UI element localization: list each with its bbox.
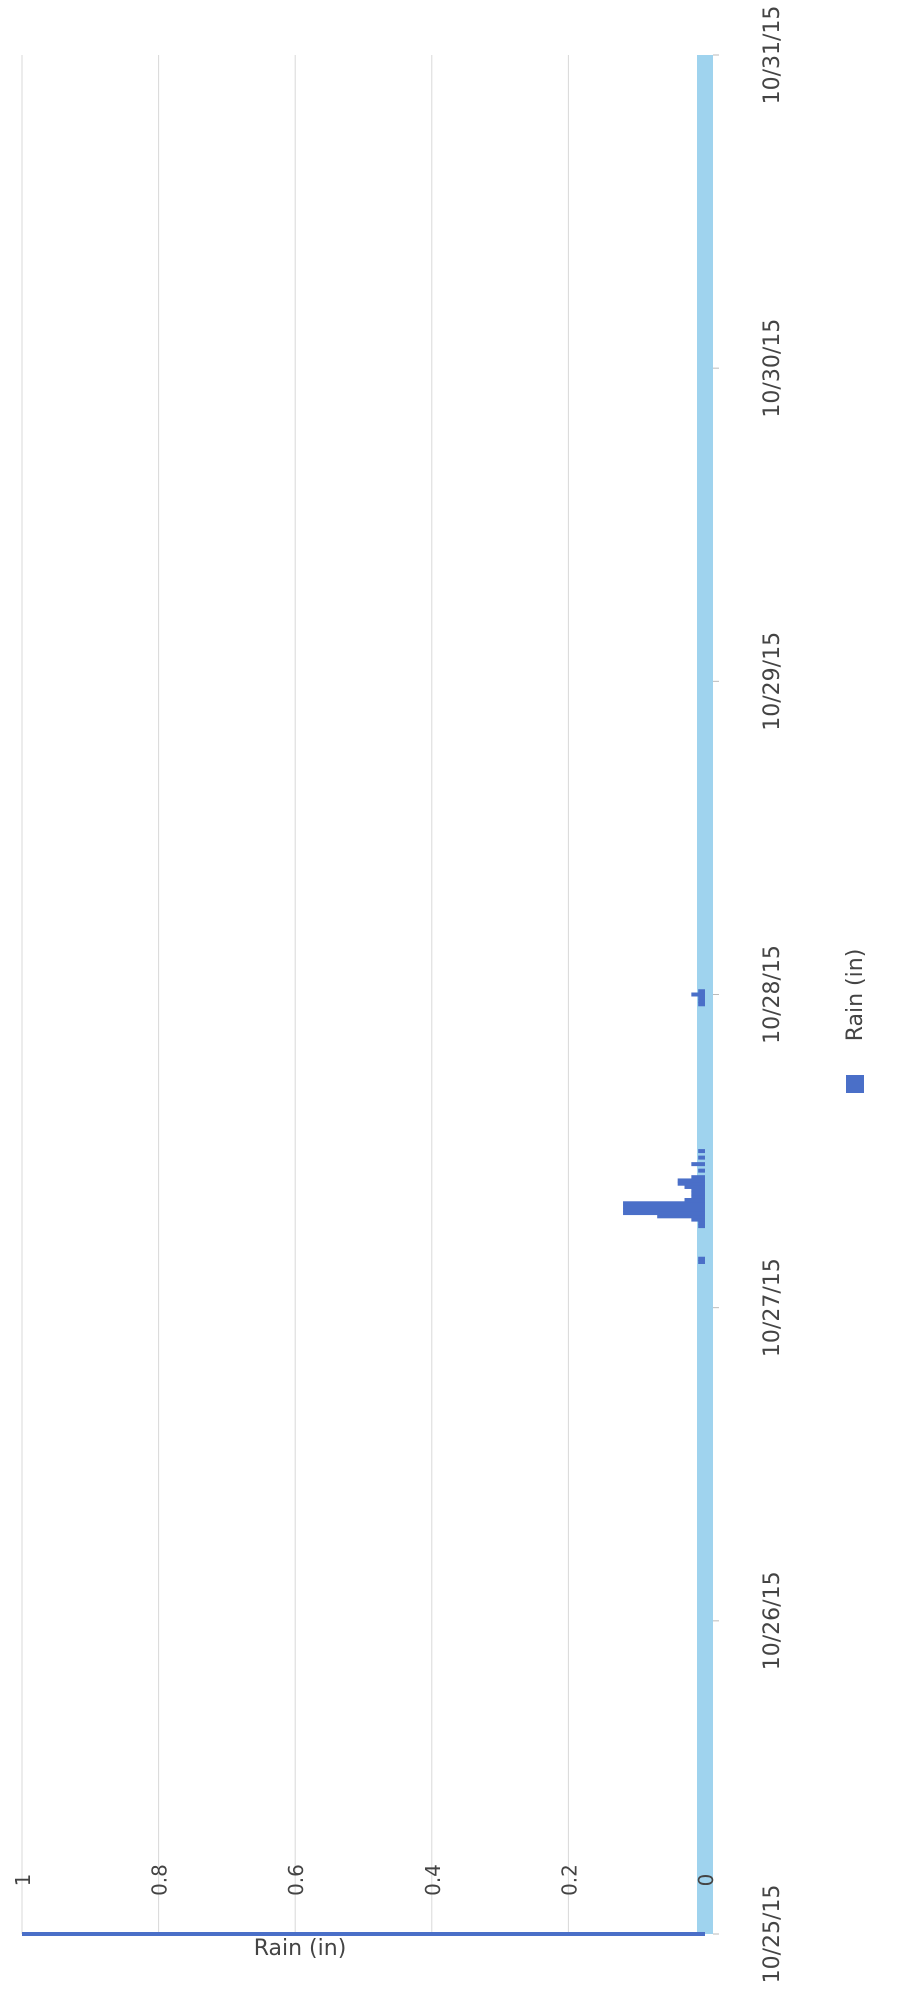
bar <box>698 995 705 1000</box>
bar <box>691 1162 705 1167</box>
bar <box>698 1256 705 1261</box>
bar <box>698 989 705 994</box>
bar <box>691 1194 705 1199</box>
bar <box>22 1932 705 1936</box>
y-tick-label: 0 <box>694 1874 718 1887</box>
y-axis-label: Rain (in) <box>254 1936 347 1961</box>
y-tick-label: 0.2 <box>557 1864 581 1896</box>
bar <box>698 1149 705 1154</box>
x-tick-label: 10/26/15 <box>760 1571 785 1670</box>
legend-swatch <box>846 1075 864 1093</box>
bar <box>698 999 705 1004</box>
legend-label: Rain (in) <box>843 949 868 1042</box>
bar <box>691 1217 705 1222</box>
bar <box>698 1220 705 1225</box>
bar <box>698 1155 705 1160</box>
bar <box>698 1168 705 1173</box>
y-tick-label: 1 <box>11 1874 35 1887</box>
x-tick-label: 10/30/15 <box>760 319 785 418</box>
bar <box>691 1188 705 1193</box>
x-tick-label: 10/31/15 <box>760 6 785 105</box>
bar <box>623 1211 705 1216</box>
x-tick-label: 10/29/15 <box>760 632 785 731</box>
bar <box>623 1204 705 1209</box>
bar <box>677 1178 705 1183</box>
bar <box>698 1002 705 1007</box>
bar <box>684 1198 705 1203</box>
bar <box>623 1207 705 1212</box>
bar <box>684 1184 705 1189</box>
y-tick-label: 0.4 <box>421 1864 445 1896</box>
bar <box>677 1181 705 1186</box>
bar <box>698 1224 705 1229</box>
bar <box>698 1259 705 1264</box>
bar <box>691 1191 705 1196</box>
bar <box>691 1175 705 1180</box>
bar <box>657 1214 705 1219</box>
y-tick-label: 0.8 <box>148 1864 172 1896</box>
y-tick-label: 0.6 <box>284 1864 308 1896</box>
bar <box>623 1201 705 1206</box>
x-tick-label: 10/27/15 <box>760 1258 785 1357</box>
bar <box>691 992 705 997</box>
x-tick-label: 10/28/15 <box>760 945 785 1044</box>
x-tick-label: 10/25/15 <box>760 1885 785 1984</box>
